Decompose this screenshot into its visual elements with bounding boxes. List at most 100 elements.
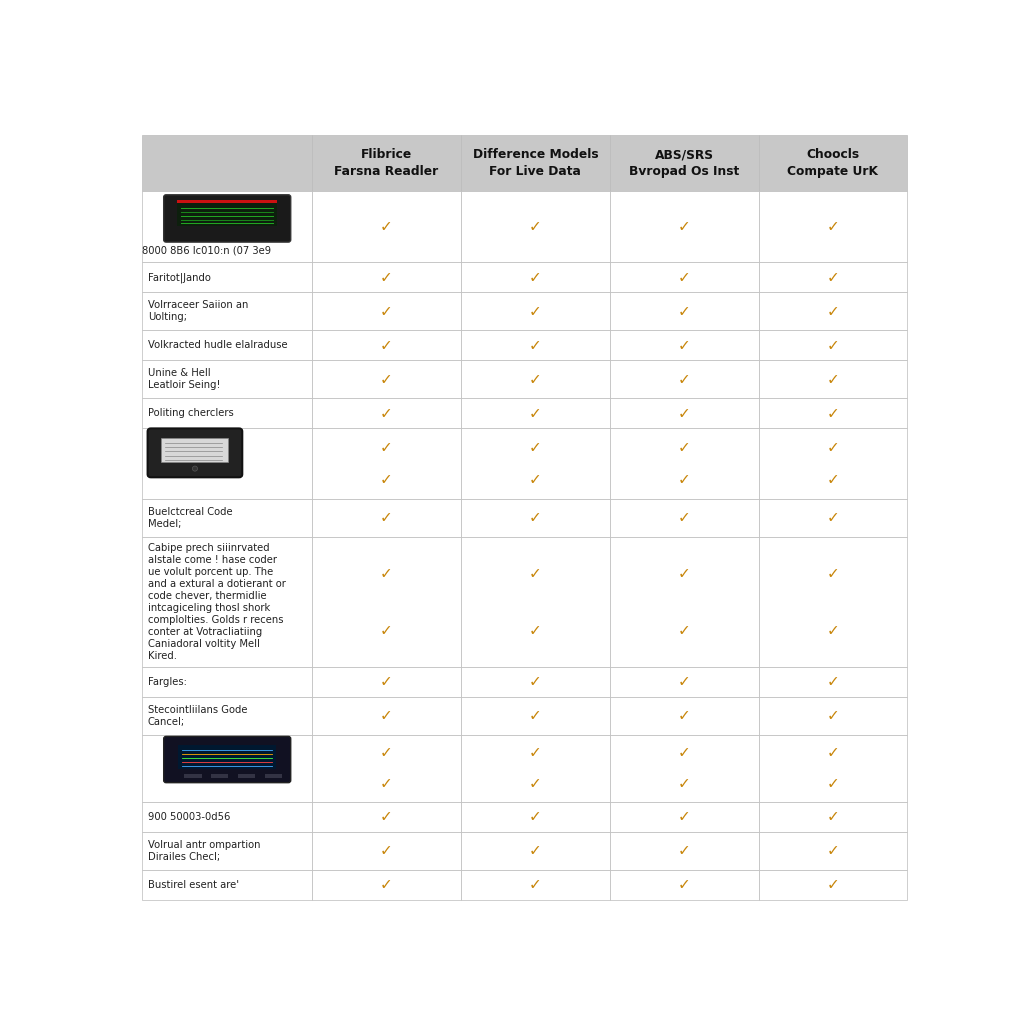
Bar xyxy=(142,499,312,537)
Bar xyxy=(177,200,278,203)
Text: Fargles:: Fargles: xyxy=(147,677,186,687)
Text: ✓: ✓ xyxy=(826,709,840,723)
Text: ✓: ✓ xyxy=(380,623,393,638)
Text: Politing cherclers: Politing cherclers xyxy=(147,408,233,418)
Text: Volkracted hudle elalraduse: Volkracted hudle elalraduse xyxy=(147,340,288,350)
Text: ✓: ✓ xyxy=(529,745,542,761)
Text: ✓: ✓ xyxy=(380,565,393,581)
Bar xyxy=(609,869,759,899)
Bar xyxy=(312,831,461,869)
Text: ✓: ✓ xyxy=(826,809,840,824)
Text: ✓: ✓ xyxy=(826,270,840,285)
Text: ✓: ✓ xyxy=(826,843,840,858)
Text: ✓: ✓ xyxy=(380,745,393,761)
Bar xyxy=(461,697,609,735)
Text: ✓: ✓ xyxy=(380,877,393,892)
Text: ✓: ✓ xyxy=(826,338,840,352)
Text: ✓: ✓ xyxy=(380,472,393,487)
Bar xyxy=(312,735,461,802)
Bar xyxy=(461,331,609,360)
Text: ✓: ✓ xyxy=(678,745,690,761)
Bar xyxy=(759,398,907,428)
Bar xyxy=(162,437,228,462)
Bar xyxy=(312,360,461,398)
Text: ABS/SRS
Bvropad Os Inst: ABS/SRS Bvropad Os Inst xyxy=(629,148,739,178)
Text: ✓: ✓ xyxy=(826,776,840,792)
Bar xyxy=(312,537,461,667)
Bar xyxy=(609,831,759,869)
Text: ✓: ✓ xyxy=(678,565,690,581)
Text: ✓: ✓ xyxy=(678,338,690,352)
Bar xyxy=(759,331,907,360)
Text: Stecointliilans Gode
Cancel;: Stecointliilans Gode Cancel; xyxy=(147,705,248,727)
Bar xyxy=(177,203,278,226)
Bar xyxy=(312,262,461,293)
Text: ✓: ✓ xyxy=(678,372,690,387)
Bar xyxy=(142,191,312,262)
Text: ✓: ✓ xyxy=(529,270,542,285)
Bar xyxy=(142,360,312,398)
Bar xyxy=(609,537,759,667)
Text: ✓: ✓ xyxy=(380,439,393,455)
Bar xyxy=(142,537,312,667)
Text: ✓: ✓ xyxy=(380,219,393,234)
Text: ✓: ✓ xyxy=(678,623,690,638)
Bar xyxy=(265,774,283,778)
Text: Volrual antr ompartion
Dirailes Checl;: Volrual antr ompartion Dirailes Checl; xyxy=(147,840,260,861)
Text: ✓: ✓ xyxy=(380,843,393,858)
Text: ✓: ✓ xyxy=(380,304,393,318)
Bar xyxy=(461,831,609,869)
Bar xyxy=(461,802,609,831)
Bar xyxy=(142,398,312,428)
Text: ✓: ✓ xyxy=(678,439,690,455)
Bar xyxy=(461,293,609,331)
Text: ✓: ✓ xyxy=(529,776,542,792)
Bar xyxy=(609,360,759,398)
Text: ✓: ✓ xyxy=(380,372,393,387)
Text: ✓: ✓ xyxy=(678,219,690,234)
Bar xyxy=(609,191,759,262)
Text: 8000 8B6 lc010:n (07 3e9: 8000 8B6 lc010:n (07 3e9 xyxy=(142,246,271,255)
Bar xyxy=(312,428,461,499)
Text: ✓: ✓ xyxy=(380,809,393,824)
Text: ✓: ✓ xyxy=(678,304,690,318)
Text: ✓: ✓ xyxy=(529,877,542,892)
Bar xyxy=(759,537,907,667)
Bar xyxy=(142,697,312,735)
Bar xyxy=(142,735,312,802)
Bar xyxy=(609,398,759,428)
Bar xyxy=(142,293,312,331)
Text: ✓: ✓ xyxy=(529,439,542,455)
Text: Faritot|Jando: Faritot|Jando xyxy=(147,272,211,283)
FancyBboxPatch shape xyxy=(164,736,291,782)
Bar xyxy=(312,331,461,360)
Bar xyxy=(312,191,461,262)
Text: ✓: ✓ xyxy=(678,709,690,723)
Bar xyxy=(461,735,609,802)
Bar xyxy=(312,667,461,697)
Bar xyxy=(461,428,609,499)
Text: ✓: ✓ xyxy=(826,304,840,318)
Bar xyxy=(312,398,461,428)
Text: ✓: ✓ xyxy=(529,338,542,352)
Bar xyxy=(211,774,228,778)
Bar xyxy=(461,135,609,191)
Bar xyxy=(759,667,907,697)
Bar xyxy=(759,293,907,331)
Text: ✓: ✓ xyxy=(678,809,690,824)
Text: Flibrice
Farsna Readler: Flibrice Farsna Readler xyxy=(335,148,438,178)
Bar xyxy=(759,697,907,735)
Bar xyxy=(609,802,759,831)
Bar xyxy=(609,735,759,802)
Text: Difference Models
For Live Data: Difference Models For Live Data xyxy=(472,148,598,178)
Text: Bustirel esent are': Bustirel esent are' xyxy=(147,880,239,890)
Text: ✓: ✓ xyxy=(826,406,840,421)
Text: ✓: ✓ xyxy=(380,338,393,352)
Bar xyxy=(142,135,312,191)
Text: ✓: ✓ xyxy=(826,675,840,689)
Bar xyxy=(312,135,461,191)
Text: ✓: ✓ xyxy=(380,510,393,525)
Bar xyxy=(142,869,312,899)
Text: ✓: ✓ xyxy=(529,709,542,723)
Bar xyxy=(184,774,202,778)
